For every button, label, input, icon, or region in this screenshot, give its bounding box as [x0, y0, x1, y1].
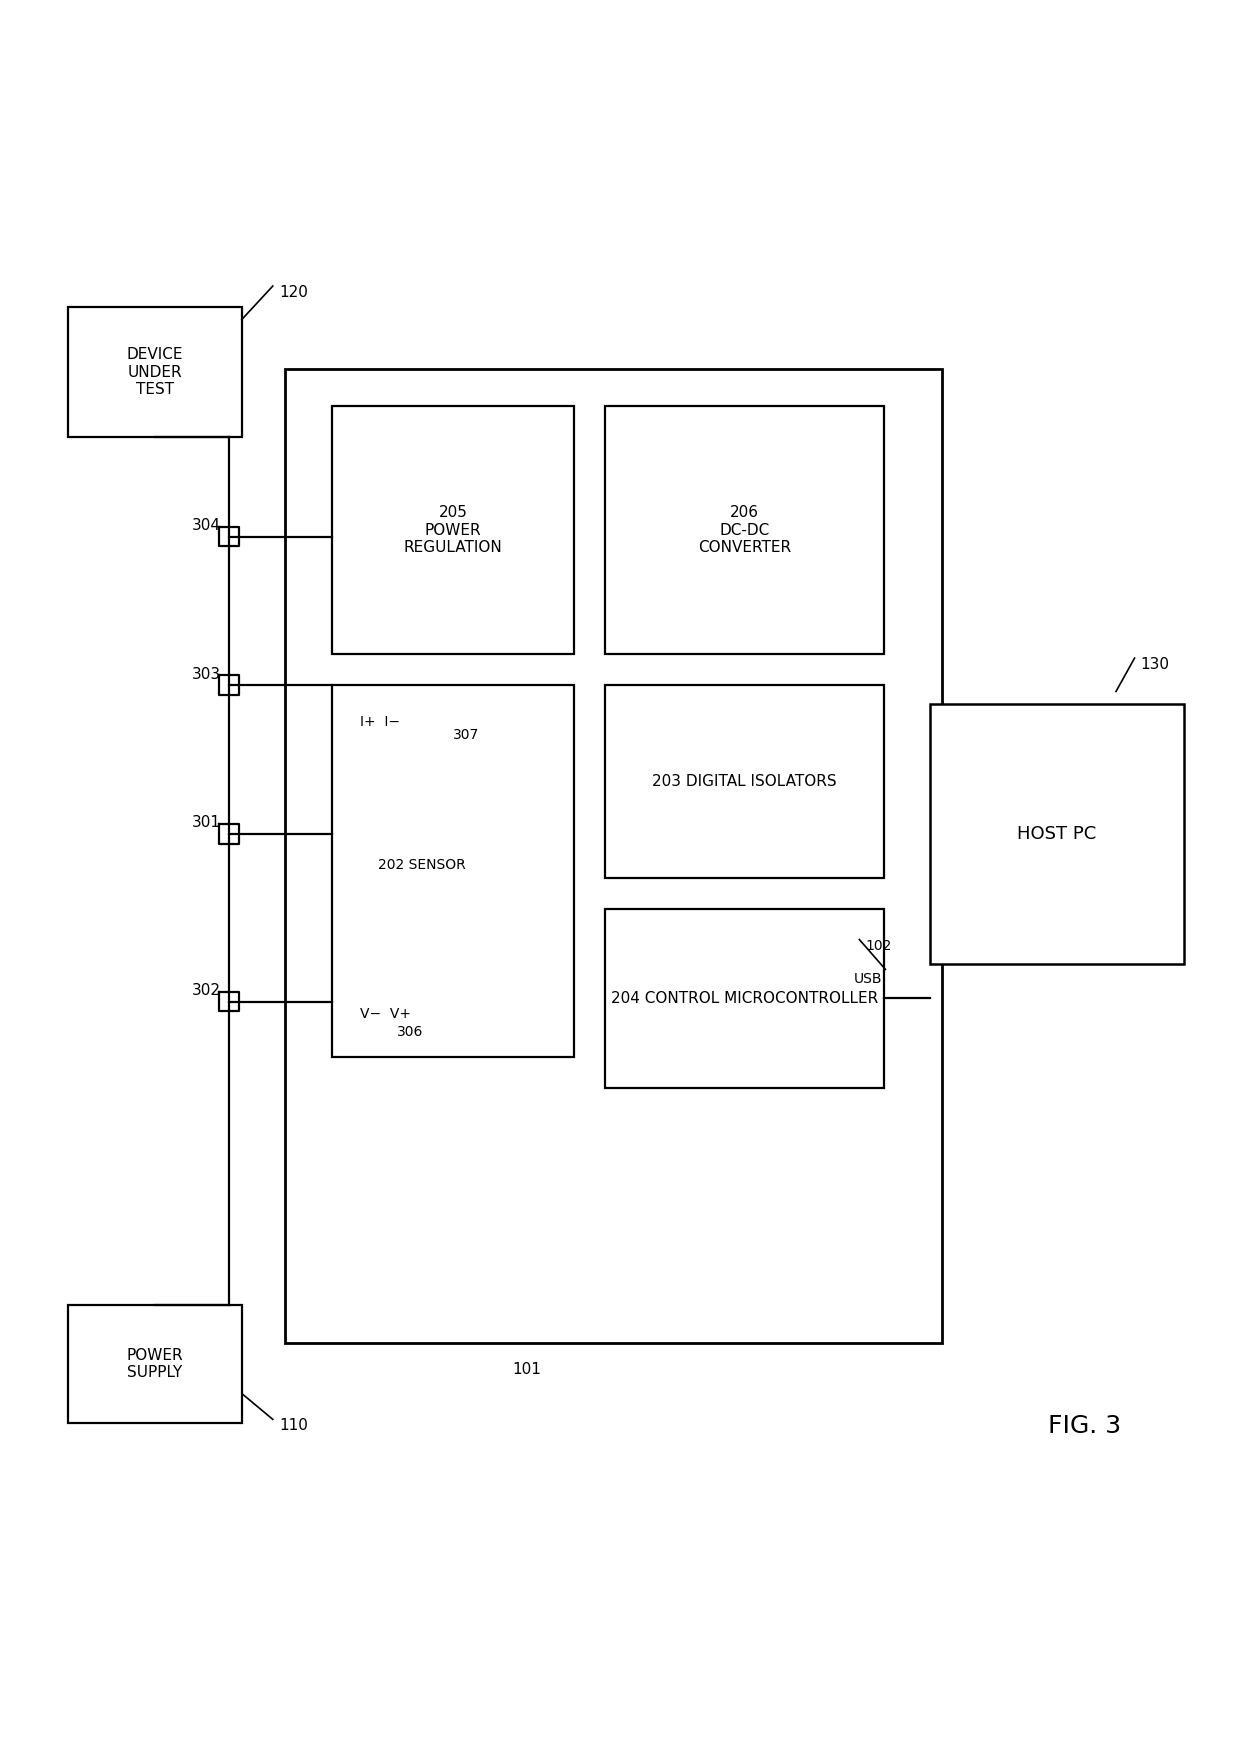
Bar — [68, 307, 242, 437]
Bar — [332, 407, 574, 655]
Text: DEVICE
UNDER
TEST: DEVICE UNDER TEST — [126, 347, 184, 397]
Text: HOST PC: HOST PC — [1018, 825, 1096, 842]
Text: USB: USB — [854, 972, 882, 986]
Text: POWER
SUPPLY: POWER SUPPLY — [126, 1348, 184, 1381]
Bar — [68, 1306, 242, 1423]
Text: 205
POWER
REGULATION: 205 POWER REGULATION — [404, 505, 502, 555]
Text: 306: 306 — [397, 1025, 423, 1039]
Bar — [930, 704, 1184, 963]
Text: 110: 110 — [279, 1418, 308, 1434]
Bar — [605, 684, 884, 878]
Bar — [605, 909, 884, 1088]
Text: 203 DIGITAL ISOLATORS: 203 DIGITAL ISOLATORS — [652, 774, 837, 790]
Text: V−  V+: V− V+ — [360, 1007, 410, 1021]
Text: 120: 120 — [279, 284, 308, 300]
Text: 301: 301 — [192, 816, 221, 830]
Text: 130: 130 — [1141, 656, 1169, 672]
Text: I+  I−: I+ I− — [360, 716, 399, 730]
Text: 303: 303 — [192, 667, 221, 681]
Text: 304: 304 — [192, 518, 221, 534]
Text: 102: 102 — [866, 939, 892, 953]
Text: 307: 307 — [453, 728, 479, 742]
Bar — [285, 369, 942, 1343]
Text: 204 CONTROL MICROCONTROLLER: 204 CONTROL MICROCONTROLLER — [611, 992, 878, 1006]
Text: 101: 101 — [512, 1362, 542, 1378]
Bar — [605, 407, 884, 655]
Bar — [332, 684, 574, 1057]
Text: 302: 302 — [192, 983, 221, 999]
Text: 206
DC-DC
CONVERTER: 206 DC-DC CONVERTER — [698, 505, 791, 555]
Text: FIG. 3: FIG. 3 — [1049, 1413, 1121, 1437]
Text: 202 SENSOR: 202 SENSOR — [378, 858, 466, 872]
